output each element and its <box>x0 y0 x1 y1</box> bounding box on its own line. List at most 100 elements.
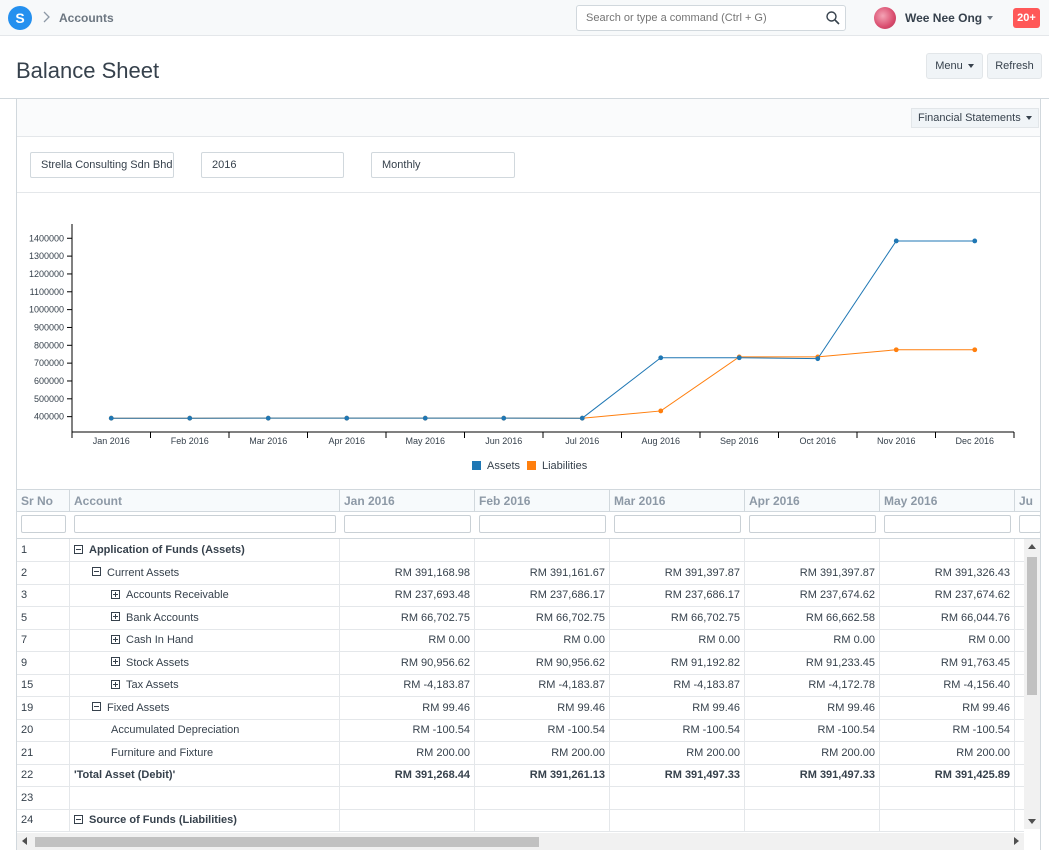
column-filter-input[interactable] <box>884 515 1011 533</box>
account-name: Fixed Assets <box>107 701 170 714</box>
table-row[interactable]: 21 Furniture and Fixture RM 200.00 RM 200.0… <box>17 741 1024 765</box>
amount-cell <box>475 539 610 561</box>
column-filter-input[interactable] <box>344 515 471 533</box>
sr-no-cell: 1 <box>17 539 70 561</box>
table-row[interactable]: 9 Stock Assets RM 90,956.62 RM 90,956.62 RM … <box>17 651 1024 675</box>
column-header[interactable]: Ju <box>1015 490 1040 511</box>
scroll-up-icon[interactable] <box>1028 544 1036 549</box>
y-tick-label: 600000 <box>34 376 64 386</box>
table-row[interactable]: 20 Accumulated Depreciation RM -100.54 RM -… <box>17 719 1024 742</box>
column-filter-input[interactable] <box>21 515 66 533</box>
amount-cell <box>745 809 880 831</box>
column-header[interactable]: May 2016 <box>880 490 1015 511</box>
user-menu[interactable]: Wee Nee Ong <box>874 7 994 29</box>
table-row[interactable]: 2 Current Assets RM 391,168.98 RM 391,161.6… <box>17 561 1024 585</box>
account-cell: Stock Assets <box>70 651 340 674</box>
table-row[interactable]: 3 Accounts Receivable RM 237,693.48 RM 237,… <box>17 584 1024 607</box>
account-name: Accumulated Depreciation <box>111 724 240 736</box>
data-point-assets <box>815 356 821 362</box>
x-tick-label: Jan 2016 <box>93 436 130 446</box>
amount-cell: RM 66,702.75 <box>610 606 745 629</box>
financial-statements-label: Financial Statements <box>918 112 1021 124</box>
financial-statements-dropdown[interactable]: Financial Statements <box>911 108 1039 128</box>
horizontal-scrollbar[interactable] <box>17 833 1024 850</box>
fiscal-year-field[interactable]: 2016 <box>201 152 344 178</box>
expand-icon[interactable] <box>111 612 120 622</box>
y-tick-label: 1100000 <box>30 287 64 297</box>
amount-cell: RM 0.00 <box>610 629 745 651</box>
vertical-scrollbar[interactable] <box>1024 539 1040 829</box>
refresh-button[interactable]: Refresh <box>987 53 1042 79</box>
column-header[interactable]: Apr 2016 <box>745 490 880 511</box>
table-row[interactable]: 1 Application of Funds (Assets) <box>17 539 1024 562</box>
avatar[interactable] <box>874 7 896 29</box>
amount-cell: RM 0.00 <box>340 629 475 651</box>
amount-cell: RM 66,662.58 <box>745 606 880 629</box>
search-box[interactable] <box>576 5 846 31</box>
collapse-icon[interactable] <box>92 567 101 577</box>
y-tick-label: 900000 <box>34 322 64 332</box>
filter-bar: Strella Consulting Sdn Bhd 2016 Monthly <box>17 137 1040 193</box>
expand-icon[interactable] <box>111 634 120 644</box>
amount-cell: RM -4,183.87 <box>340 674 475 696</box>
column-filter-input[interactable] <box>1019 515 1040 533</box>
amount-cell: RM 99.46 <box>880 696 1015 719</box>
y-tick-label: 1200000 <box>29 269 64 279</box>
column-header[interactable]: Mar 2016 <box>610 490 745 511</box>
collapse-icon[interactable] <box>74 544 83 554</box>
collapse-icon[interactable] <box>92 702 101 712</box>
breadcrumb[interactable]: Accounts <box>59 11 114 25</box>
table-row[interactable]: 24 Source of Funds (Liabilities) <box>17 809 1024 832</box>
column-filter-input[interactable] <box>614 515 741 533</box>
column-header[interactable]: Jan 2016 <box>340 490 475 511</box>
notifications-badge[interactable]: 20+ <box>1013 8 1040 28</box>
amount-cell: RM 0.00 <box>745 629 880 651</box>
account-name: Cash In Hand <box>126 634 194 646</box>
table-row[interactable]: 22 'Total Asset (Debit)' RM 391,268.44 RM 3… <box>17 764 1024 787</box>
amount-cell <box>610 809 745 831</box>
horizontal-scroll-thumb[interactable] <box>35 837 539 847</box>
amount-cell: RM 90,956.62 <box>475 651 610 674</box>
table-row[interactable]: 5 Bank Accounts RM 66,702.75 RM 66,702.75 RM… <box>17 606 1024 630</box>
amount-cell: RM 91,192.82 <box>610 651 745 674</box>
app-logo[interactable]: S <box>8 6 32 30</box>
y-tick-label: 1000000 <box>29 305 64 315</box>
caret-down-icon <box>1025 116 1032 121</box>
vertical-scroll-thumb[interactable] <box>1027 557 1037 695</box>
user-name[interactable]: Wee Nee Ong <box>905 11 983 25</box>
sr-no-cell: 7 <box>17 629 70 651</box>
collapse-icon[interactable] <box>74 814 83 824</box>
table-row[interactable]: 7 Cash In Hand RM 0.00 RM 0.00 RM 0.00 RM 0.0… <box>17 629 1024 652</box>
scroll-left-icon[interactable] <box>22 837 27 845</box>
column-filter-input[interactable] <box>74 515 336 533</box>
scroll-down-icon[interactable] <box>1028 819 1036 824</box>
amount-cell: RM 391,397.87 <box>610 561 745 584</box>
data-point-assets <box>187 415 193 421</box>
scroll-right-icon[interactable] <box>1014 837 1019 845</box>
table-row[interactable]: 15 Tax Assets RM -4,183.87 RM -4,183.87 RM -… <box>17 674 1024 697</box>
periodicity-field[interactable]: Monthly <box>371 152 515 178</box>
expand-icon[interactable] <box>111 657 120 667</box>
amount-cell: RM 200.00 <box>610 741 745 764</box>
amount-cell <box>340 539 475 561</box>
table-row[interactable]: 23 <box>17 786 1024 810</box>
menu-button-label: Menu <box>935 60 963 72</box>
column-filter-input[interactable] <box>749 515 876 533</box>
table-row[interactable]: 19 Fixed Assets RM 99.46 RM 99.46 RM 99.46 RM… <box>17 696 1024 720</box>
column-header[interactable]: Account <box>70 490 340 511</box>
expand-icon[interactable] <box>111 679 120 689</box>
amount-cell <box>475 809 610 831</box>
search-icon[interactable] <box>825 10 841 26</box>
x-tick-label: Jun 2016 <box>485 436 522 446</box>
column-header[interactable]: Feb 2016 <box>475 490 610 511</box>
company-field[interactable]: Strella Consulting Sdn Bhd <box>30 152 174 178</box>
data-point-assets <box>579 415 585 421</box>
menu-button[interactable]: Menu <box>926 53 983 79</box>
account-name: Accounts Receivable <box>126 589 229 601</box>
column-header[interactable]: Sr No <box>17 490 70 511</box>
column-filter-input[interactable] <box>479 515 606 533</box>
amount-cell: RM 0.00 <box>475 629 610 651</box>
chevron-right-icon <box>43 11 50 23</box>
expand-icon[interactable] <box>111 589 120 599</box>
search-input[interactable] <box>577 6 817 30</box>
